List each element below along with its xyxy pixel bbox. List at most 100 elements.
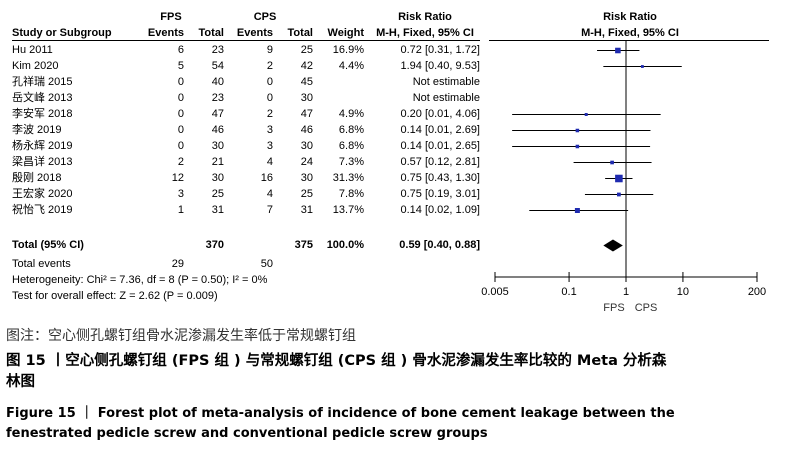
events-cps: 4 bbox=[266, 188, 273, 200]
risk-ratio-ci: 0.57 [0.12, 2.81] bbox=[400, 156, 480, 168]
events-cps: 4 bbox=[266, 156, 273, 168]
study-marker bbox=[610, 160, 614, 165]
events-cps: 7 bbox=[266, 204, 273, 216]
total-events-1: 29 bbox=[171, 258, 184, 270]
total2-header: Total bbox=[287, 27, 313, 39]
overall-effect-text: Test for overall effect: Z = 2.62 (P = 0… bbox=[12, 290, 218, 302]
total-cps: 30 bbox=[300, 172, 313, 184]
figure-title-en-line1: Figure 15 ｜ Forest plot of meta-analysis… bbox=[6, 406, 675, 421]
study-marker bbox=[575, 128, 580, 133]
risk-ratio-ci: 0.75 [0.19, 3.01] bbox=[400, 188, 480, 200]
total-cps: 45 bbox=[300, 76, 313, 88]
study-name: 王宏家 2020 bbox=[12, 188, 73, 200]
total-cps: 46 bbox=[300, 124, 313, 136]
total-events-2: 50 bbox=[260, 258, 273, 270]
total-fps: 40 bbox=[211, 76, 224, 88]
events-fps: 0 bbox=[177, 124, 184, 136]
events-fps: 1 bbox=[177, 204, 184, 216]
total-n2: 375 bbox=[294, 239, 313, 251]
risk-ratio-ci: 0.20 [0.01, 4.06] bbox=[400, 108, 480, 120]
weight-header: Weight bbox=[327, 27, 364, 39]
events-cps: 3 bbox=[266, 140, 273, 152]
study-name: 孔祥瑞 2015 bbox=[12, 76, 73, 88]
study-column-header: Study or Subgroup bbox=[12, 27, 112, 39]
header-rule-left bbox=[12, 40, 480, 41]
total-label: Total (95% CI) bbox=[12, 239, 84, 251]
study-name: 岳文峰 2013 bbox=[12, 92, 73, 104]
study-marker bbox=[615, 47, 621, 54]
events-fps: 0 bbox=[177, 92, 184, 104]
total-diamond bbox=[603, 239, 623, 252]
weight: 4.4% bbox=[338, 60, 364, 72]
study-name: 梁昌详 2013 bbox=[12, 156, 73, 168]
total-events-label: Total events bbox=[12, 258, 71, 270]
total-cps: 24 bbox=[300, 156, 313, 168]
total-cps: 31 bbox=[300, 204, 313, 216]
figure-title-cn-line1: 图 15 丨空心侧孔螺钉组 (FPS 组 ) 与常规螺钉组 (CPS 组 ) 骨… bbox=[6, 353, 667, 369]
events1-header: Events bbox=[147, 27, 184, 39]
figure-note: 图注：空心侧孔螺钉组骨水泥渗漏发生率低于常规螺钉组 bbox=[6, 328, 356, 344]
events-cps: 0 bbox=[266, 92, 273, 104]
study-name: Hu 2011 bbox=[12, 44, 53, 56]
events-cps: 9 bbox=[266, 44, 273, 56]
risk-ratio-ci: 0.75 [0.43, 1.30] bbox=[400, 172, 480, 184]
events-fps: 5 bbox=[177, 60, 184, 72]
total-cps: 42 bbox=[300, 60, 313, 72]
events-fps: 0 bbox=[177, 76, 184, 88]
study-name: 祝怡飞 2019 bbox=[12, 204, 73, 216]
weight: 6.8% bbox=[338, 140, 364, 152]
study-marker bbox=[615, 174, 623, 183]
x-tick-label: 200 bbox=[748, 286, 766, 298]
heterogeneity-text: Heterogeneity: Chi² = 7.36, df = 8 (P = … bbox=[12, 274, 268, 286]
group2-header: CPS bbox=[253, 11, 277, 23]
study-name: 杨永辉 2019 bbox=[12, 140, 73, 152]
weight: 7.3% bbox=[338, 156, 364, 168]
header-rule-right bbox=[489, 40, 769, 41]
total-fps: 54 bbox=[211, 60, 224, 72]
x-tick-label: 0.005 bbox=[481, 286, 509, 298]
study-name: Kim 2020 bbox=[12, 60, 59, 72]
events-cps: 16 bbox=[260, 172, 273, 184]
total-cps: 25 bbox=[300, 44, 313, 56]
forest-plot: 0.005 0.1 1 10 200 FPS CPS bbox=[481, 41, 766, 314]
total-fps: 30 bbox=[211, 140, 224, 152]
events-fps: 12 bbox=[171, 172, 184, 184]
plot-method-header: M-H, Fixed, 95% CI bbox=[581, 27, 679, 39]
group1-header: FPS bbox=[160, 11, 182, 23]
total-fps: 23 bbox=[211, 44, 224, 56]
events-cps: 2 bbox=[266, 108, 273, 120]
events-fps: 0 bbox=[177, 140, 184, 152]
events-cps: 2 bbox=[266, 60, 273, 72]
x-tick-label: 10 bbox=[677, 286, 689, 298]
favours-right-label: CPS bbox=[635, 302, 658, 314]
events-fps: 3 bbox=[177, 188, 184, 200]
study-marker bbox=[640, 65, 644, 68]
study-name: 殷刚 2018 bbox=[12, 172, 62, 184]
total-fps: 25 bbox=[211, 188, 224, 200]
total1-header: Total bbox=[198, 27, 224, 39]
total-fps: 46 bbox=[211, 124, 224, 136]
total-fps: 31 bbox=[211, 204, 224, 216]
events2-header: Events bbox=[236, 27, 273, 39]
study-marker bbox=[574, 208, 580, 213]
risk-ratio-ci: 1.94 [0.40, 9.53] bbox=[400, 60, 480, 72]
effect-method-header: M-H, Fixed, 95% CI bbox=[376, 27, 474, 39]
weight: 4.9% bbox=[338, 108, 364, 120]
weight: 13.7% bbox=[332, 204, 364, 216]
events-fps: 6 bbox=[177, 44, 184, 56]
study-marker bbox=[584, 113, 588, 116]
x-tick-label: 1 bbox=[623, 286, 629, 298]
risk-ratio-ci: 0.72 [0.31, 1.72] bbox=[400, 44, 480, 56]
x-tick-label: 0.1 bbox=[561, 286, 576, 298]
total-fps: 30 bbox=[211, 172, 224, 184]
total-cps: 30 bbox=[300, 92, 313, 104]
events-fps: 0 bbox=[177, 108, 184, 120]
study-name: 李波 2019 bbox=[12, 124, 62, 136]
risk-ratio-ci: 0.14 [0.02, 1.09] bbox=[400, 204, 480, 216]
weight: 6.8% bbox=[338, 124, 364, 136]
total-cps: 25 bbox=[300, 188, 313, 200]
favours-left-label: FPS bbox=[603, 302, 624, 314]
events-cps: 0 bbox=[266, 76, 273, 88]
total-fps: 23 bbox=[211, 92, 224, 104]
risk-ratio-ci: Not estimable bbox=[412, 92, 480, 104]
